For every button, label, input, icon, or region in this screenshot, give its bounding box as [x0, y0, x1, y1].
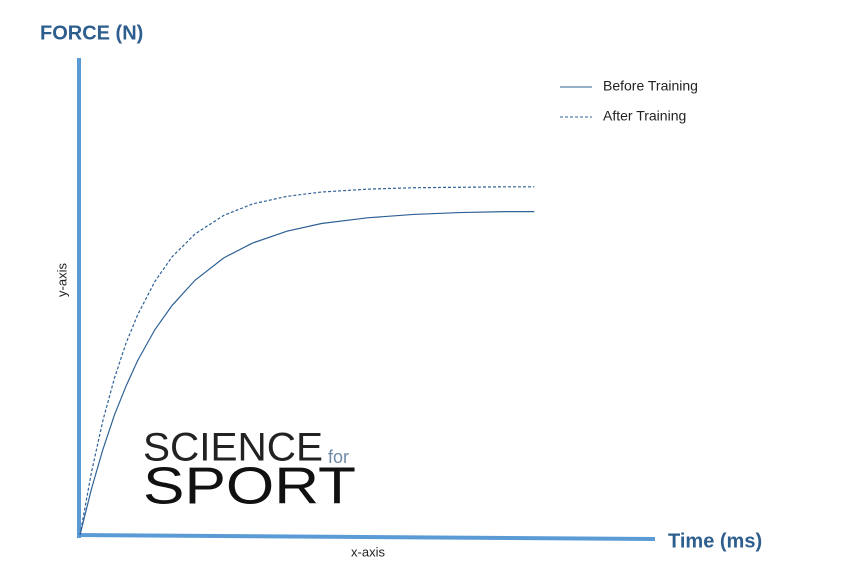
- data-line: [79, 186, 535, 536]
- logo-text: SPORT: [143, 458, 356, 516]
- x-axis: [76, 533, 656, 541]
- logo-text: SCIENCE: [143, 426, 323, 470]
- x-axis-title: Time (ms): [668, 530, 762, 552]
- logo: SCIENCE for SPORT: [143, 426, 356, 516]
- x-axis-text: x-axis: [351, 544, 385, 559]
- y-axis-title: FORCE (N): [40, 22, 143, 44]
- legend-label: After Training: [603, 108, 686, 124]
- data-line: [79, 210, 535, 536]
- y-axis-text: y-axis: [54, 263, 69, 297]
- logo-text: for: [328, 447, 349, 467]
- legend-label: Before Training: [603, 78, 698, 94]
